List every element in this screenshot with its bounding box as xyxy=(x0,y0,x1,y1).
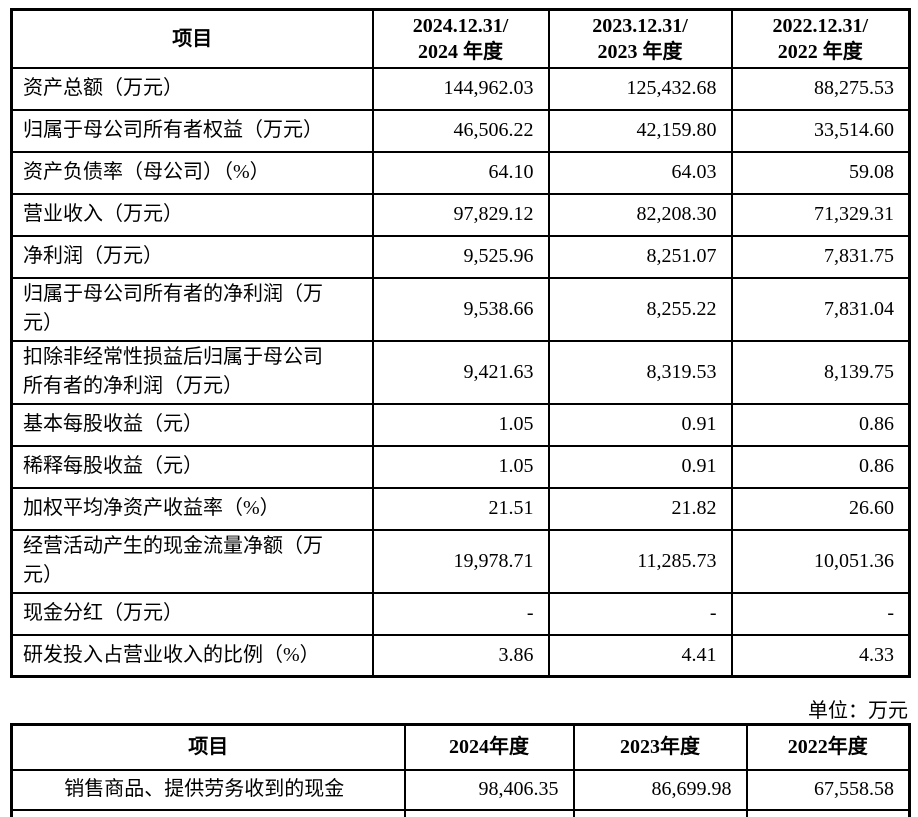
value-2023: 125,432.68 xyxy=(547,66,733,111)
value-2022: 67,558.58 xyxy=(745,768,911,811)
table-row-diluted-eps: 稀释每股收益（元） 1.05 0.91 0.86 xyxy=(10,444,911,489)
value-2024: 21.51 xyxy=(371,486,550,531)
table-row-operating-revenue: 营业收入（万元） 97,829.12 82,208.30 71,329.31 xyxy=(10,192,911,237)
row-label: 基本每股收益（元） xyxy=(10,402,374,447)
row-label: 稀释每股收益（元） xyxy=(10,444,374,489)
row-label: 经营活动产生的现金流量净额（万 元） xyxy=(10,528,374,594)
row-label: 资产总额（万元） xyxy=(10,66,374,111)
table-row-parent-equity: 归属于母公司所有者权益（万元） 46,506.22 42,159.80 33,5… xyxy=(10,108,911,153)
value-2024: 9,525.96 xyxy=(371,234,550,279)
table-row-debt-ratio: 资产负债率（母公司）（%） 64.10 64.03 59.08 xyxy=(10,150,911,195)
value-2022: 7,831.04 xyxy=(730,276,911,342)
value-2022: 59.08 xyxy=(730,150,911,195)
row-label: 扣除非经常性损益后归属于母公司 所有者的净利润（万元） xyxy=(10,339,374,405)
year-2023-column-header: 2023.12.31/ 2023 年度 xyxy=(547,8,733,69)
value-2023: - xyxy=(547,591,733,636)
value-2023: 8,251.07 xyxy=(547,234,733,279)
table-row-cash-dividend: 现金分红（万元） - - - xyxy=(10,591,911,636)
table-row-total-assets: 资产总额（万元） 144,962.03 125,432.68 88,275.53 xyxy=(10,66,911,111)
value-2022: 8,139.75 xyxy=(730,339,911,405)
value-2023: 8,255.22 xyxy=(547,276,733,342)
value-2024 xyxy=(403,808,575,817)
table-header-row: 项目 2024.12.31/ 2024 年度 2023.12.31/ 2023 … xyxy=(10,8,911,69)
value-2024: 19,978.71 xyxy=(371,528,550,594)
item-column-header: 项目 xyxy=(10,8,374,69)
table-row-weighted-avg-roe: 加权平均净资产收益率（%） 21.51 21.82 26.60 xyxy=(10,486,911,531)
unit-label: 单位：万元 xyxy=(808,700,908,722)
year-2024-column-header: 2024.12.31/ 2024 年度 xyxy=(371,8,550,69)
value-2023: 4.41 xyxy=(547,633,733,678)
value-2022: 7,831.75 xyxy=(730,234,911,279)
row-label: 现金分红（万元） xyxy=(10,591,374,636)
row-label: 资产负债率（母公司）（%） xyxy=(10,150,374,195)
table-header-row: 项目 2024年度 2023年度 2022年度 xyxy=(10,723,911,771)
value-2023: 86,699.98 xyxy=(572,768,748,811)
table-row-rd-ratio: 研发投入占营业收入的比例（%） 3.86 4.41 4.33 xyxy=(10,633,911,678)
value-2023: 11,285.73 xyxy=(547,528,733,594)
row-label: 销售商品、提供劳务收到的现金 xyxy=(10,768,406,811)
table-row-deducted-net-profit: 扣除非经常性损益后归属于母公司 所有者的净利润（万元） 9,421.63 8,3… xyxy=(10,339,911,405)
year-2022-column-header: 2022.12.31/ 2022 年度 xyxy=(730,8,911,69)
value-2022 xyxy=(745,808,911,817)
value-2024: 1.05 xyxy=(371,444,550,489)
row-label: 归属于母公司所有者权益（万元） xyxy=(10,108,374,153)
value-2024: 1.05 xyxy=(371,402,550,447)
value-2024: 64.10 xyxy=(371,150,550,195)
cash-received-table: 项目 2024年度 2023年度 2022年度 销售商品、提供劳务收到的现金 9… xyxy=(10,723,911,817)
value-2022: - xyxy=(730,591,911,636)
value-2022: 88,275.53 xyxy=(730,66,911,111)
year-2024-column-header: 2024年度 xyxy=(403,723,575,771)
value-2022: 26.60 xyxy=(730,486,911,531)
table-row-clipped xyxy=(10,808,911,817)
item-column-header: 项目 xyxy=(10,723,406,771)
row-label: 研发投入占营业收入的比例（%） xyxy=(10,633,374,678)
value-2022: 10,051.36 xyxy=(730,528,911,594)
key-financial-indicators-table: 项目 2024.12.31/ 2024 年度 2023.12.31/ 2023 … xyxy=(10,8,911,678)
value-2022: 0.86 xyxy=(730,444,911,489)
value-2023: 64.03 xyxy=(547,150,733,195)
year-2022-column-header: 2022年度 xyxy=(745,723,911,771)
value-2024: 9,421.63 xyxy=(371,339,550,405)
value-2023: 0.91 xyxy=(547,444,733,489)
value-2024: 98,406.35 xyxy=(403,768,575,811)
value-2024: - xyxy=(371,591,550,636)
value-2024: 3.86 xyxy=(371,633,550,678)
row-label xyxy=(10,808,406,817)
table-row-parent-net-profit: 归属于母公司所有者的净利润（万 元） 9,538.66 8,255.22 7,8… xyxy=(10,276,911,342)
value-2023: 42,159.80 xyxy=(547,108,733,153)
value-2023: 82,208.30 xyxy=(547,192,733,237)
table-row-operating-cash-flow: 经营活动产生的现金流量净额（万 元） 19,978.71 11,285.73 1… xyxy=(10,528,911,594)
row-label: 营业收入（万元） xyxy=(10,192,374,237)
table-row-cash-from-sales: 销售商品、提供劳务收到的现金 98,406.35 86,699.98 67,55… xyxy=(10,768,911,811)
row-label: 加权平均净资产收益率（%） xyxy=(10,486,374,531)
table-row-basic-eps: 基本每股收益（元） 1.05 0.91 0.86 xyxy=(10,402,911,447)
value-2023: 21.82 xyxy=(547,486,733,531)
value-2023: 8,319.53 xyxy=(547,339,733,405)
value-2022: 0.86 xyxy=(730,402,911,447)
value-2022: 33,514.60 xyxy=(730,108,911,153)
value-2024: 144,962.03 xyxy=(371,66,550,111)
value-2024: 9,538.66 xyxy=(371,276,550,342)
value-2023 xyxy=(572,808,748,817)
value-2024: 46,506.22 xyxy=(371,108,550,153)
value-2024: 97,829.12 xyxy=(371,192,550,237)
row-label: 归属于母公司所有者的净利润（万 元） xyxy=(10,276,374,342)
value-2023: 0.91 xyxy=(547,402,733,447)
value-2022: 4.33 xyxy=(730,633,911,678)
row-label: 净利润（万元） xyxy=(10,234,374,279)
value-2022: 71,329.31 xyxy=(730,192,911,237)
year-2023-column-header: 2023年度 xyxy=(572,723,748,771)
table-row-net-profit: 净利润（万元） 9,525.96 8,251.07 7,831.75 xyxy=(10,234,911,279)
